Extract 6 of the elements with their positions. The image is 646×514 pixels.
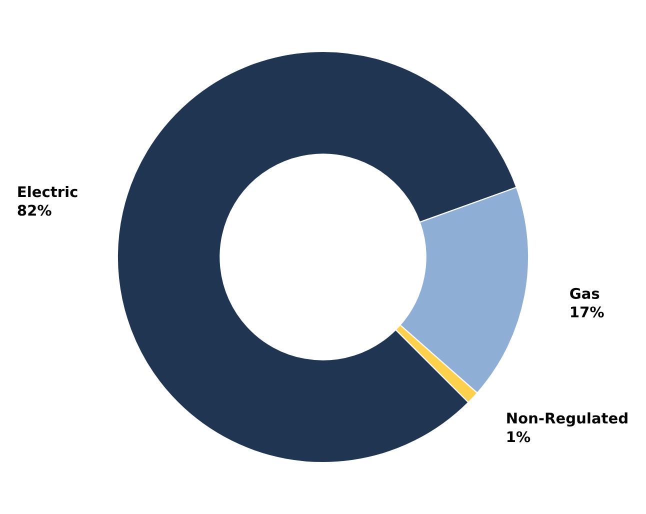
slice-label: Electric <box>18 186 78 198</box>
slice-label: Non-Regulated <box>507 412 628 427</box>
data-label: 82% <box>18 204 52 216</box>
data-label: 17% <box>571 306 604 318</box>
data-label: 1% <box>507 431 530 442</box>
slice-label: Gas <box>570 288 600 299</box>
